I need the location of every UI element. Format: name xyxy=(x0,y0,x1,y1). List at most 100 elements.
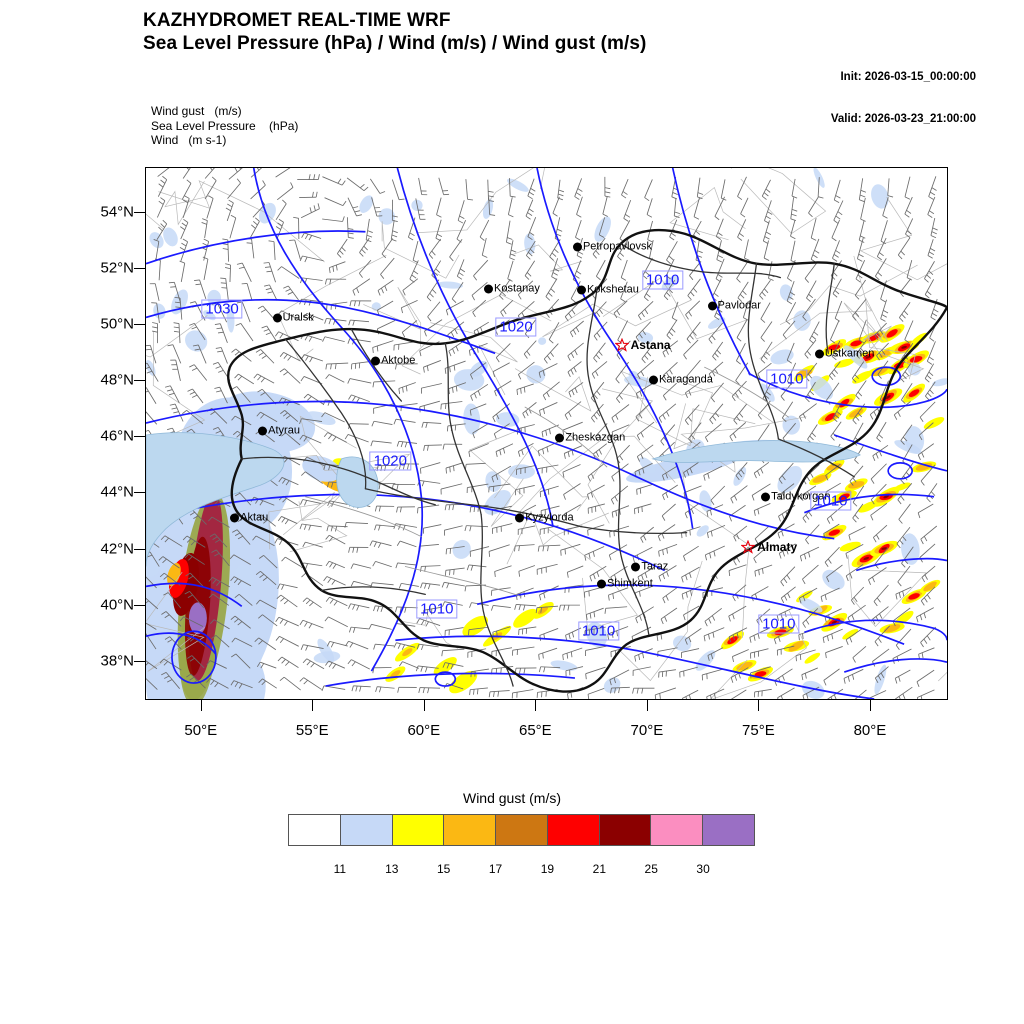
wind-barb xyxy=(591,361,608,379)
wind-barb xyxy=(611,424,630,438)
wind-barb xyxy=(919,401,936,423)
city-marker-aktau[interactable]: Aktau xyxy=(230,512,268,523)
wind-barb xyxy=(736,342,746,365)
colorbar-cell-5 xyxy=(546,815,599,845)
gust-patch xyxy=(777,465,803,493)
wind-barb xyxy=(283,285,299,301)
colorbar-cell-2 xyxy=(391,815,444,845)
wind-barb xyxy=(518,361,535,380)
wind-barb xyxy=(275,199,287,221)
wind-barb xyxy=(293,216,300,239)
wind-barb xyxy=(620,259,628,281)
wind-barb xyxy=(428,238,442,259)
city-marker-karaganda[interactable]: Karaganda xyxy=(649,374,713,386)
city-label: Aktau xyxy=(240,511,269,524)
gust-patch xyxy=(695,650,716,671)
city-marker-shimkent[interactable]: Shimkent xyxy=(596,578,653,589)
wind-barb xyxy=(182,195,190,218)
capital-star-icon xyxy=(741,540,756,554)
wind-barb xyxy=(420,383,442,394)
city-marker-petropavlovsk[interactable]: Petropavlovsk xyxy=(572,241,652,252)
city-marker-astana[interactable]: Astana xyxy=(614,338,671,353)
wind-barb xyxy=(495,343,511,363)
city-marker-almaty[interactable]: Almaty xyxy=(741,540,797,554)
wind-barb xyxy=(201,218,208,238)
wind-barb xyxy=(620,281,628,303)
wind-barb xyxy=(810,218,817,241)
city-marker-taraz[interactable]: Taraz xyxy=(631,561,668,573)
wind-barb xyxy=(275,218,284,239)
wind-barb xyxy=(151,302,160,323)
terrain-line xyxy=(268,492,335,550)
wind-barb xyxy=(214,386,228,404)
lat-tick-label: 44°N xyxy=(100,483,134,501)
wind-barb xyxy=(683,339,699,360)
city-marker-zheskazgan[interactable]: Zheskazgan xyxy=(555,431,626,444)
wind-barb xyxy=(855,340,867,359)
wind-barb xyxy=(829,361,841,381)
wind-barb xyxy=(156,197,166,218)
city-dot-icon xyxy=(555,433,565,443)
wind-barb xyxy=(264,284,278,301)
colorbar-cell-1 xyxy=(339,815,392,845)
city-marker-ustkamen[interactable]: Ustkamen xyxy=(814,348,874,360)
city-label: Almaty xyxy=(757,539,798,554)
wind-barb xyxy=(543,343,559,364)
wind-barb xyxy=(229,214,237,239)
wind-barb xyxy=(146,362,159,382)
city-marker-kostanay[interactable]: Kostanay xyxy=(484,283,540,295)
wind-barb xyxy=(852,485,865,507)
wind-barb xyxy=(832,278,842,298)
wind-barb xyxy=(336,238,348,258)
city-marker-kyzylorda[interactable]: Kyzylorda xyxy=(515,512,574,523)
gust-patch xyxy=(402,648,413,657)
wind-barb xyxy=(153,239,160,260)
gust-patch xyxy=(908,389,920,398)
wind-barb xyxy=(900,363,912,383)
isobar-label: 1020 xyxy=(369,451,411,471)
wind-barb xyxy=(170,359,181,381)
wind-barb xyxy=(613,300,628,319)
city-marker-aktobe[interactable]: Aktobe xyxy=(371,355,415,366)
lat-tick xyxy=(134,660,145,662)
weather-map[interactable]: Petropavlovsk Kostanay Kokshetau Pavlodar Ur… xyxy=(145,167,948,700)
terrain-line xyxy=(862,321,892,357)
gust-patch xyxy=(390,670,401,679)
city-marker-atyrau[interactable]: Atyrau xyxy=(258,424,300,437)
wind-barb xyxy=(517,443,534,457)
wind-barb xyxy=(352,278,371,296)
gust-patch xyxy=(727,636,738,645)
terrain-line xyxy=(289,501,348,553)
wind-barb xyxy=(299,434,322,444)
gust-patch xyxy=(904,426,925,454)
wind-barb xyxy=(268,240,276,260)
wind-barb xyxy=(299,418,323,425)
wind-barb xyxy=(164,385,180,404)
wind-barb xyxy=(832,240,841,262)
wind-barb xyxy=(206,195,214,219)
wind-barb xyxy=(300,203,320,219)
wind-barb xyxy=(785,301,797,325)
wind-barb xyxy=(611,404,630,423)
wind-barb xyxy=(924,279,935,299)
city-label: Zheskazgan xyxy=(565,431,626,444)
gust-patch xyxy=(359,195,374,213)
lon-tick-label: 60°E xyxy=(407,722,441,739)
wind-barb xyxy=(860,197,866,222)
wind-barb xyxy=(849,465,864,486)
city-marker-pavlodar[interactable]: Pavlodar xyxy=(707,300,761,311)
wind-barb xyxy=(472,422,489,439)
wind-barb xyxy=(760,321,773,342)
wind-barb xyxy=(574,178,583,200)
gust-patch xyxy=(831,620,838,625)
wind-barb xyxy=(790,240,797,264)
wind-barb xyxy=(760,341,773,364)
isobar-label: 1010 xyxy=(577,621,620,641)
terrain-line xyxy=(514,368,592,412)
city-marker-kokshetau[interactable]: Kokshetau xyxy=(576,284,639,295)
wind-barb xyxy=(760,302,771,323)
city-marker-uralsk[interactable]: Uralsk xyxy=(272,312,314,324)
city-label: Atyrau xyxy=(268,424,300,437)
gust-patch xyxy=(910,332,928,346)
colorbar-ticks: 11 13 15 17 19 21 25 30 xyxy=(288,862,755,880)
